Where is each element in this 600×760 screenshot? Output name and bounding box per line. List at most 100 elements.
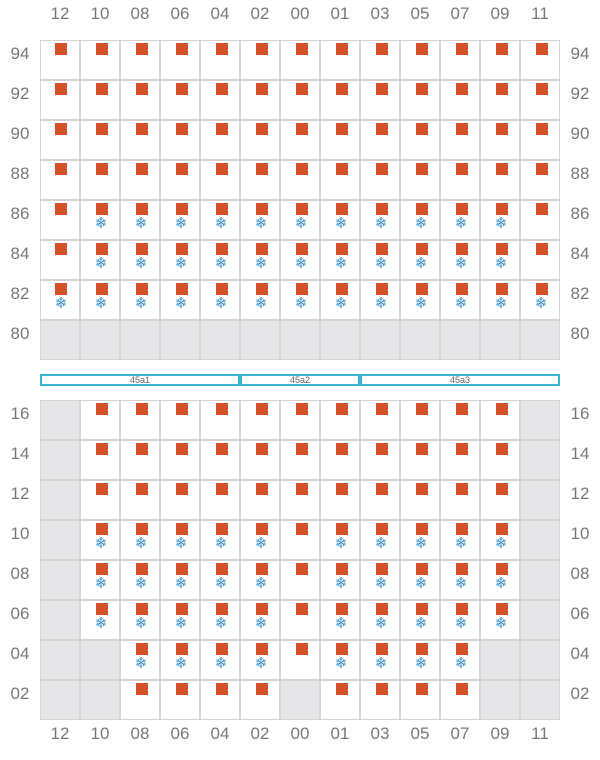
slot-cell[interactable]: [320, 160, 360, 200]
slot-cell[interactable]: [40, 40, 80, 80]
slot-cell[interactable]: ❄: [200, 520, 240, 560]
slot-cell[interactable]: ❄: [160, 520, 200, 560]
slot-cell[interactable]: [40, 480, 80, 520]
slot-cell[interactable]: ❄: [440, 560, 480, 600]
slot-cell[interactable]: [320, 80, 360, 120]
slot-cell[interactable]: ❄: [120, 280, 160, 320]
slot-cell[interactable]: ❄: [280, 200, 320, 240]
slot-cell[interactable]: ❄: [400, 640, 440, 680]
slot-cell[interactable]: [40, 400, 80, 440]
slot-cell[interactable]: [40, 560, 80, 600]
slot-cell[interactable]: [40, 600, 80, 640]
slot-cell[interactable]: ❄: [440, 600, 480, 640]
slot-cell[interactable]: ❄: [440, 640, 480, 680]
slot-cell[interactable]: [160, 120, 200, 160]
slot-cell[interactable]: [120, 440, 160, 480]
slot-cell[interactable]: ❄: [120, 240, 160, 280]
slot-cell[interactable]: [520, 520, 560, 560]
slot-cell[interactable]: [120, 80, 160, 120]
slot-cell[interactable]: ❄: [320, 240, 360, 280]
slot-cell[interactable]: [240, 80, 280, 120]
slot-cell[interactable]: ❄: [480, 200, 520, 240]
slot-cell[interactable]: [240, 160, 280, 200]
slot-cell[interactable]: [240, 400, 280, 440]
slot-cell[interactable]: [440, 80, 480, 120]
slot-cell[interactable]: ❄: [80, 240, 120, 280]
slot-cell[interactable]: ❄: [120, 600, 160, 640]
slot-cell[interactable]: [120, 320, 160, 360]
slot-cell[interactable]: ❄: [80, 520, 120, 560]
slot-cell[interactable]: [520, 680, 560, 720]
slot-cell[interactable]: [280, 440, 320, 480]
slot-cell[interactable]: [400, 160, 440, 200]
slot-cell[interactable]: ❄: [240, 640, 280, 680]
slot-cell[interactable]: ❄: [40, 280, 80, 320]
slot-cell[interactable]: [520, 80, 560, 120]
slot-cell[interactable]: ❄: [400, 600, 440, 640]
slot-cell[interactable]: ❄: [200, 200, 240, 240]
slot-cell[interactable]: [240, 40, 280, 80]
slot-cell[interactable]: ❄: [80, 560, 120, 600]
slot-cell[interactable]: ❄: [80, 600, 120, 640]
slot-cell[interactable]: [240, 320, 280, 360]
slot-cell[interactable]: [160, 440, 200, 480]
slot-cell[interactable]: [80, 160, 120, 200]
slot-cell[interactable]: [480, 120, 520, 160]
slot-cell[interactable]: ❄: [120, 520, 160, 560]
slot-cell[interactable]: [360, 160, 400, 200]
slot-cell[interactable]: [320, 40, 360, 80]
slot-cell[interactable]: ❄: [520, 280, 560, 320]
slot-cell[interactable]: [520, 640, 560, 680]
slot-cell[interactable]: [200, 440, 240, 480]
slot-cell[interactable]: ❄: [200, 560, 240, 600]
slot-cell[interactable]: [360, 440, 400, 480]
slot-cell[interactable]: ❄: [280, 240, 320, 280]
slot-cell[interactable]: [200, 160, 240, 200]
slot-cell[interactable]: ❄: [200, 240, 240, 280]
slot-cell[interactable]: [440, 440, 480, 480]
hatch-segment[interactable]: 45a3: [360, 374, 560, 386]
slot-cell[interactable]: ❄: [360, 200, 400, 240]
slot-cell[interactable]: [40, 240, 80, 280]
hatch-segment[interactable]: 45a2: [240, 374, 360, 386]
slot-cell[interactable]: [120, 160, 160, 200]
slot-cell[interactable]: [280, 80, 320, 120]
slot-cell[interactable]: [80, 120, 120, 160]
slot-cell[interactable]: ❄: [160, 200, 200, 240]
slot-cell[interactable]: [440, 320, 480, 360]
slot-cell[interactable]: [200, 80, 240, 120]
slot-cell[interactable]: ❄: [440, 240, 480, 280]
slot-cell[interactable]: [280, 40, 320, 80]
slot-cell[interactable]: [40, 120, 80, 160]
slot-cell[interactable]: ❄: [480, 600, 520, 640]
slot-cell[interactable]: ❄: [440, 200, 480, 240]
slot-cell[interactable]: [280, 520, 320, 560]
slot-cell[interactable]: [480, 320, 520, 360]
slot-cell[interactable]: ❄: [200, 640, 240, 680]
slot-cell[interactable]: [400, 40, 440, 80]
slot-cell[interactable]: [520, 160, 560, 200]
slot-cell[interactable]: [360, 480, 400, 520]
slot-cell[interactable]: ❄: [240, 280, 280, 320]
slot-cell[interactable]: ❄: [160, 640, 200, 680]
slot-cell[interactable]: [40, 640, 80, 680]
slot-cell[interactable]: [400, 400, 440, 440]
slot-cell[interactable]: [40, 200, 80, 240]
slot-cell[interactable]: [200, 400, 240, 440]
slot-cell[interactable]: [360, 680, 400, 720]
slot-cell[interactable]: [320, 440, 360, 480]
slot-cell[interactable]: [480, 40, 520, 80]
slot-cell[interactable]: [480, 640, 520, 680]
slot-cell[interactable]: [320, 120, 360, 160]
slot-cell[interactable]: [520, 240, 560, 280]
slot-cell[interactable]: ❄: [320, 560, 360, 600]
slot-cell[interactable]: ❄: [320, 640, 360, 680]
slot-cell[interactable]: ❄: [400, 200, 440, 240]
slot-cell[interactable]: [200, 40, 240, 80]
slot-cell[interactable]: ❄: [240, 240, 280, 280]
slot-cell[interactable]: [320, 680, 360, 720]
hatch-segment[interactable]: 45a1: [40, 374, 240, 386]
slot-cell[interactable]: ❄: [480, 520, 520, 560]
slot-cell[interactable]: [160, 40, 200, 80]
slot-cell[interactable]: [240, 120, 280, 160]
